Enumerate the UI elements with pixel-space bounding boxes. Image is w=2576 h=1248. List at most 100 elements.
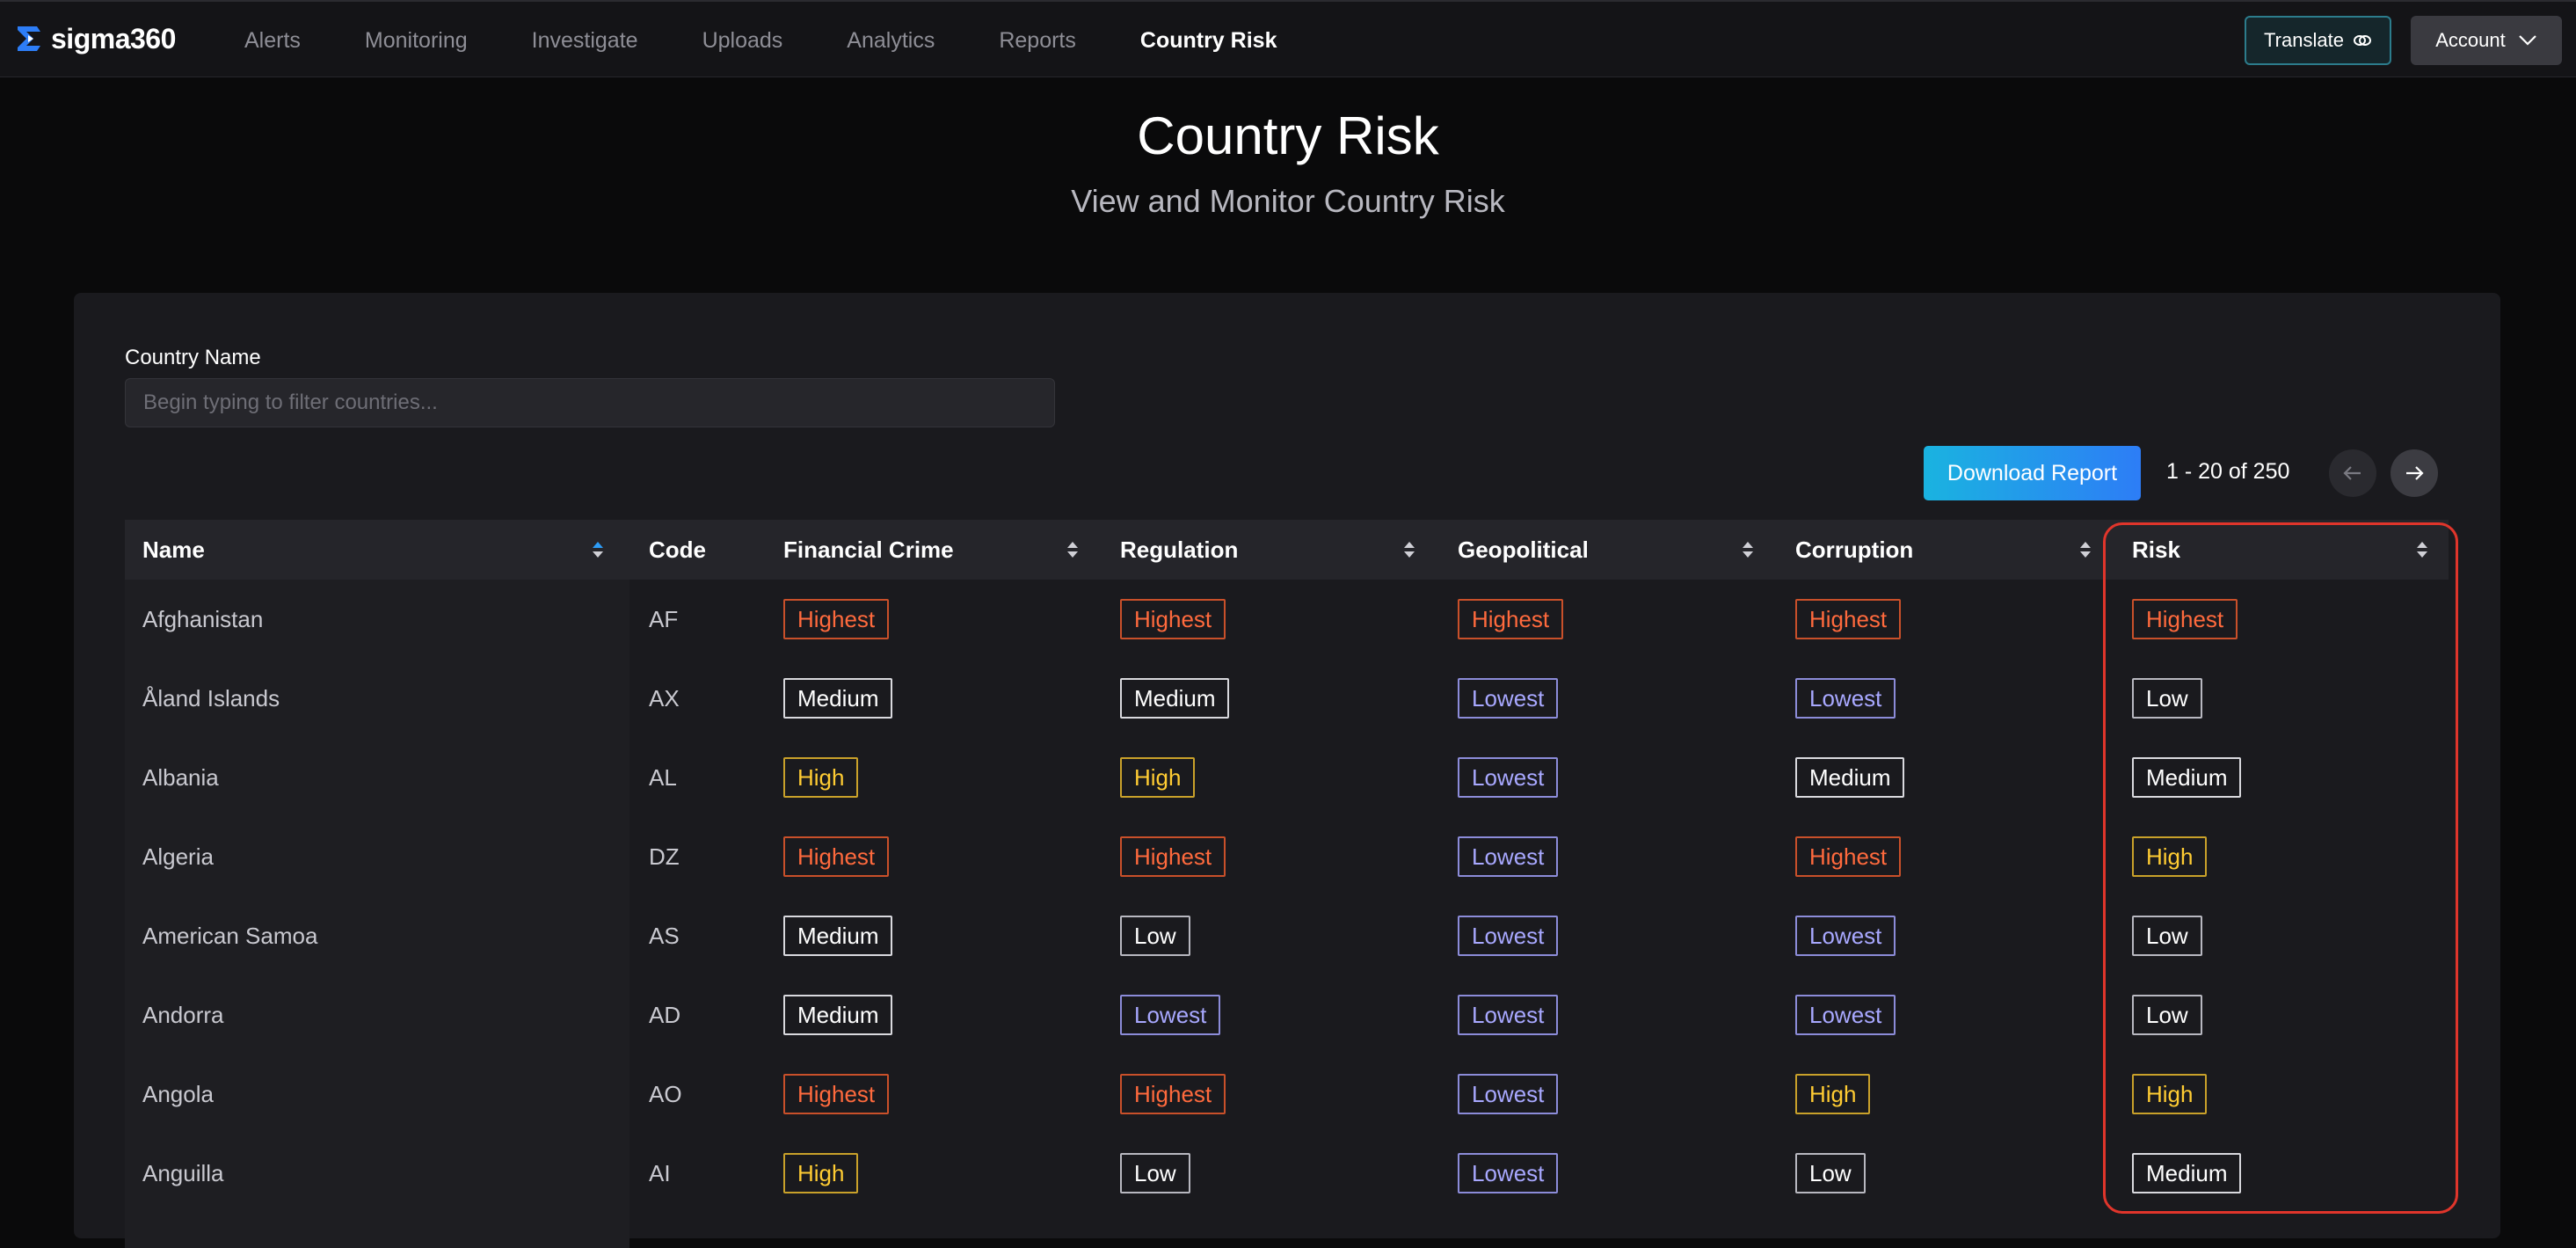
column-header-corruption[interactable]: Corruption [1795, 536, 1914, 563]
risk-level-badge: Highest [2132, 599, 2238, 639]
sigma360-logo-icon [18, 26, 40, 51]
regulation-level-badge: Highest [1120, 599, 1226, 639]
top-navbar: sigma360 Alerts Monitoring Investigate Uplo… [0, 0, 2576, 77]
brand-logo[interactable]: sigma360 [11, 21, 176, 56]
sort-arrows-icon[interactable] [1066, 539, 1080, 560]
geopolitical-level-badge: Lowest [1458, 757, 1559, 798]
column-header-regulation[interactable]: Regulation [1120, 536, 1239, 563]
corruption-level-badge: Low [1795, 1153, 1866, 1193]
country-name-cell: Algeria [142, 843, 214, 870]
regulation-level-badge: High [1120, 757, 1196, 798]
name-column-background [125, 580, 629, 1248]
column-header-risk[interactable]: Risk [2132, 536, 2180, 563]
country-name-cell: Åland Islands [142, 684, 280, 712]
risk-level-badge: Low [2132, 916, 2202, 956]
next-page-button[interactable] [2390, 449, 2438, 497]
geopolitical-level-badge: Lowest [1458, 1153, 1559, 1193]
financial-crime-level-badge: Medium [783, 678, 893, 719]
country-name-filter-input[interactable] [125, 378, 1055, 427]
regulation-level-badge: Low [1120, 1153, 1190, 1193]
regulation-level-badge: Low [1120, 916, 1190, 956]
nav-link-reports[interactable]: Reports [999, 27, 1076, 53]
financial-crime-level-badge: High [783, 757, 859, 798]
corruption-level-badge: High [1795, 1074, 1871, 1114]
country-code-cell: AS [649, 922, 680, 949]
financial-crime-level-badge: Highest [783, 836, 890, 877]
table-row[interactable]: Afghanistan AF Highest Highest Highest Highes… [125, 580, 2449, 659]
financial-crime-level-badge: High [783, 1153, 859, 1193]
regulation-level-badge: Highest [1120, 836, 1226, 877]
main-nav: Alerts Monitoring Investigate Uploads Analyt… [244, 2, 1341, 79]
arrow-right-icon [2406, 466, 2424, 480]
country-risk-table: Name Code Financial Crime Regulation Geopoli… [125, 520, 2449, 1248]
nav-link-monitoring[interactable]: Monitoring [364, 27, 468, 53]
geopolitical-level-badge: Lowest [1458, 1074, 1559, 1114]
page-title: Country Risk [1137, 106, 1439, 165]
arrow-left-icon [2343, 466, 2361, 480]
table-row[interactable]: Anguilla AI High Low Lowest Low Medium [125, 1134, 2449, 1213]
column-header-code: Code [649, 536, 706, 563]
sort-arrows-icon[interactable] [591, 539, 605, 560]
risk-level-badge: Low [2132, 678, 2202, 719]
sort-arrows-icon[interactable] [2078, 539, 2092, 560]
geopolitical-level-badge: Lowest [1458, 916, 1559, 956]
country-code-cell: AL [649, 763, 677, 791]
financial-crime-level-badge: Highest [783, 599, 890, 639]
geopolitical-level-badge: Lowest [1458, 678, 1559, 719]
table-row[interactable]: Åland Islands AX Medium Medium Lowest Lowest L… [125, 659, 2449, 738]
risk-level-badge: High [2132, 1074, 2208, 1114]
previous-page-button[interactable] [2329, 449, 2376, 497]
nav-link-analytics[interactable]: Analytics [847, 27, 935, 53]
translate-button[interactable]: Translate [2245, 16, 2391, 65]
nav-link-alerts[interactable]: Alerts [244, 27, 301, 53]
sort-arrows-icon[interactable] [1741, 539, 1755, 560]
brand-name: sigma360 [51, 22, 176, 55]
regulation-level-badge: Lowest [1120, 995, 1221, 1035]
country-name-cell: Angola [142, 1080, 214, 1107]
chevron-down-icon [2518, 35, 2536, 46]
table-row[interactable]: Angola AO Highest Highest Lowest High High [125, 1055, 2449, 1134]
geopolitical-level-badge: Lowest [1458, 995, 1559, 1035]
corruption-level-badge: Highest [1795, 599, 1902, 639]
country-name-cell: Afghanistan [142, 605, 264, 632]
geopolitical-level-badge: Highest [1458, 599, 1564, 639]
column-header-name[interactable]: Name [142, 536, 205, 563]
nav-link-uploads[interactable]: Uploads [702, 27, 783, 53]
country-code-cell: DZ [649, 843, 680, 870]
table-row[interactable]: American Samoa AS Medium Low Lowest Lowest Low [125, 896, 2449, 975]
eye-toggle-icon [2353, 35, 2371, 46]
translate-label: Translate [2264, 29, 2344, 51]
risk-level-badge: Medium [2132, 1153, 2242, 1193]
country-code-cell: AO [649, 1080, 682, 1107]
page-subtitle: View and Monitor Country Risk [1071, 183, 1505, 219]
risk-level-badge: Medium [2132, 757, 2242, 798]
table-header: Name Code Financial Crime Regulation Geopoli… [125, 520, 2449, 580]
regulation-level-badge: Medium [1120, 678, 1230, 719]
corruption-level-badge: Lowest [1795, 995, 1896, 1035]
country-name-cell: American Samoa [142, 922, 318, 949]
pagination-range: 1 - 20 of 250 [2166, 459, 2290, 484]
column-header-geopolitical[interactable]: Geopolitical [1458, 536, 1589, 563]
country-name-cell: Anguilla [142, 1159, 224, 1186]
regulation-level-badge: Highest [1120, 1074, 1226, 1114]
sort-arrows-icon[interactable] [1402, 539, 1416, 560]
risk-level-badge: Low [2132, 995, 2202, 1035]
account-button[interactable]: Account [2411, 16, 2562, 65]
country-name-label: Country Name [125, 346, 261, 369]
column-header-financial-crime[interactable]: Financial Crime [783, 536, 954, 563]
nav-link-investigate[interactable]: Investigate [531, 27, 638, 53]
account-label: Account [2435, 29, 2506, 51]
table-row[interactable]: Albania AL High High Lowest Medium Medium [125, 738, 2449, 817]
country-code-cell: AI [649, 1159, 671, 1186]
sort-arrows-icon[interactable] [2415, 539, 2429, 560]
table-row[interactable]: Andorra AD Medium Lowest Lowest Lowest Low [125, 975, 2449, 1055]
financial-crime-level-badge: Medium [783, 916, 893, 956]
nav-link-country-risk[interactable]: Country Risk [1139, 27, 1277, 53]
country-name-cell: Andorra [142, 1001, 224, 1028]
table-row[interactable]: Algeria DZ Highest Highest Lowest Highest High [125, 817, 2449, 896]
download-report-button[interactable]: Download Report [1924, 446, 2141, 500]
geopolitical-level-badge: Lowest [1458, 836, 1559, 877]
country-code-cell: AD [649, 1001, 681, 1028]
corruption-level-badge: Highest [1795, 836, 1902, 877]
country-name-cell: Albania [142, 763, 219, 791]
